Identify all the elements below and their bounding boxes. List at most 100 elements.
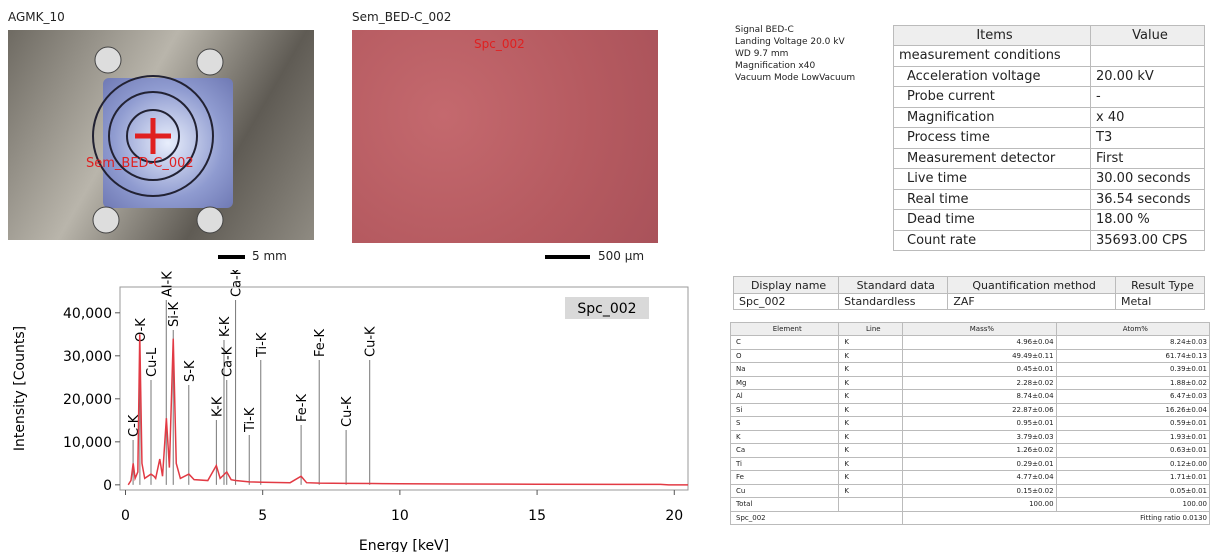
cell: Spc_002 [734, 294, 839, 310]
marker-label: K-K [210, 396, 225, 417]
header-cell: Atom% [1056, 323, 1209, 336]
cell: 0.15±0.02 [903, 484, 1056, 498]
cell: Cu [731, 484, 839, 498]
marker-label: Cu-K [340, 396, 355, 427]
cell: 1.71±0.01 [1056, 471, 1209, 485]
cell: K [839, 484, 903, 498]
cell: 6.47±0.03 [1056, 390, 1209, 404]
header-cell: Quantification method [948, 277, 1116, 294]
stage-overlay [8, 30, 314, 240]
cell: Mg [731, 376, 839, 390]
cell: K [839, 417, 903, 431]
header-row: ItemsValue [894, 26, 1205, 46]
row: Magnificationx 40 [894, 107, 1205, 128]
marker-label: K-K [218, 316, 233, 337]
marker-label: Fe-K [295, 394, 310, 422]
cell: 100.00 [1056, 498, 1209, 512]
row: Probe current- [894, 87, 1205, 108]
marker-label: Ca-K [230, 270, 245, 297]
cell: K [839, 349, 903, 363]
sem-image: Spc_002 [352, 30, 658, 243]
cell: Fe [731, 471, 839, 485]
marker-label: Ca-K [221, 346, 236, 377]
cell: Si [731, 403, 839, 417]
row: NaK0.45±0.010.39±0.01 [731, 363, 1210, 377]
row: Spc_002StandardlessZAFMetal [734, 294, 1205, 310]
info-line: Landing Voltage 20.0 kV [735, 36, 855, 48]
cell: 0.29±0.01 [903, 457, 1056, 471]
marker-label: Cu-L [145, 347, 160, 377]
cell: 100.00 [903, 498, 1056, 512]
cell: Fitting ratio 0.0130 [903, 511, 1210, 525]
image-overlay: Spc_002 [474, 37, 525, 51]
image-title: Sem_BED-C_002 [352, 10, 451, 24]
legend-label: Spc_002 [577, 301, 636, 317]
element-table: ElementLineMass%Atom%CK4.96±0.048.24±0.0… [730, 322, 1210, 525]
y-tick-label: 30,000 [63, 349, 112, 365]
cell: 2.28±0.02 [903, 376, 1056, 390]
row: SK0.95±0.010.59±0.01 [731, 417, 1210, 431]
scale-label: 500 µm [598, 249, 644, 263]
cell: 4.77±0.04 [903, 471, 1056, 485]
marker-label: Si-K [167, 301, 182, 327]
scale-label: 5 mm [252, 249, 287, 263]
row: Live time30.00 seconds [894, 169, 1205, 190]
y-tick-label: 20,000 [63, 392, 112, 408]
scale-bar [545, 255, 590, 259]
info-line: Signal BED-C [735, 24, 855, 36]
item-cell: Count rate [894, 230, 1091, 251]
value-cell: First [1091, 148, 1205, 169]
row: Measurement detectorFirst [894, 148, 1205, 169]
value-cell: 35693.00 CPS [1091, 230, 1205, 251]
cell: 0.59±0.01 [1056, 417, 1209, 431]
image-overlay: Sem_BED-C_002 [86, 156, 194, 171]
row: KK3.79±0.031.93±0.01 [731, 430, 1210, 444]
cross [135, 118, 171, 154]
signal-info: Signal BED-CLanding Voltage 20.0 kVWD 9.… [735, 24, 855, 84]
cell: C [731, 336, 839, 350]
stage-image: Sem_BED-C_002 [8, 30, 314, 240]
row: measurement conditions [894, 46, 1205, 67]
y-tick-label: 0 [103, 478, 112, 494]
y-axis-title: Intensity [Counts] [12, 326, 28, 451]
row: SiK22.87±0.0616.26±0.04 [731, 403, 1210, 417]
item-cell: Real time [894, 189, 1091, 210]
item-cell: Dead time [894, 210, 1091, 231]
header-cell: Result Type [1115, 277, 1204, 294]
header-cell: Standard data [839, 277, 948, 294]
value-cell: 36.54 seconds [1091, 189, 1205, 210]
cell: 1.88±0.02 [1056, 376, 1209, 390]
cell: 49.49±0.11 [903, 349, 1056, 363]
value-cell: x 40 [1091, 107, 1205, 128]
page: AGMK_10 Sem_BED-C_002 5 mm Sem_BED-C_002… [0, 0, 1210, 552]
value-cell [1091, 46, 1205, 67]
cell: Al [731, 390, 839, 404]
cell: Ca [731, 444, 839, 458]
header-cell: Display name [734, 277, 839, 294]
cell: K [839, 403, 903, 417]
cell: K [839, 363, 903, 377]
info-line: Vacuum Mode LowVacuum [735, 72, 855, 84]
cell: 0.63±0.01 [1056, 444, 1209, 458]
header-cell: Value [1091, 26, 1205, 46]
cell: Standardless [839, 294, 948, 310]
item-cell: Magnification [894, 107, 1091, 128]
x-tick-label: 5 [258, 508, 267, 524]
cell: 0.45±0.01 [903, 363, 1056, 377]
cell: K [839, 390, 903, 404]
cell: K [839, 471, 903, 485]
